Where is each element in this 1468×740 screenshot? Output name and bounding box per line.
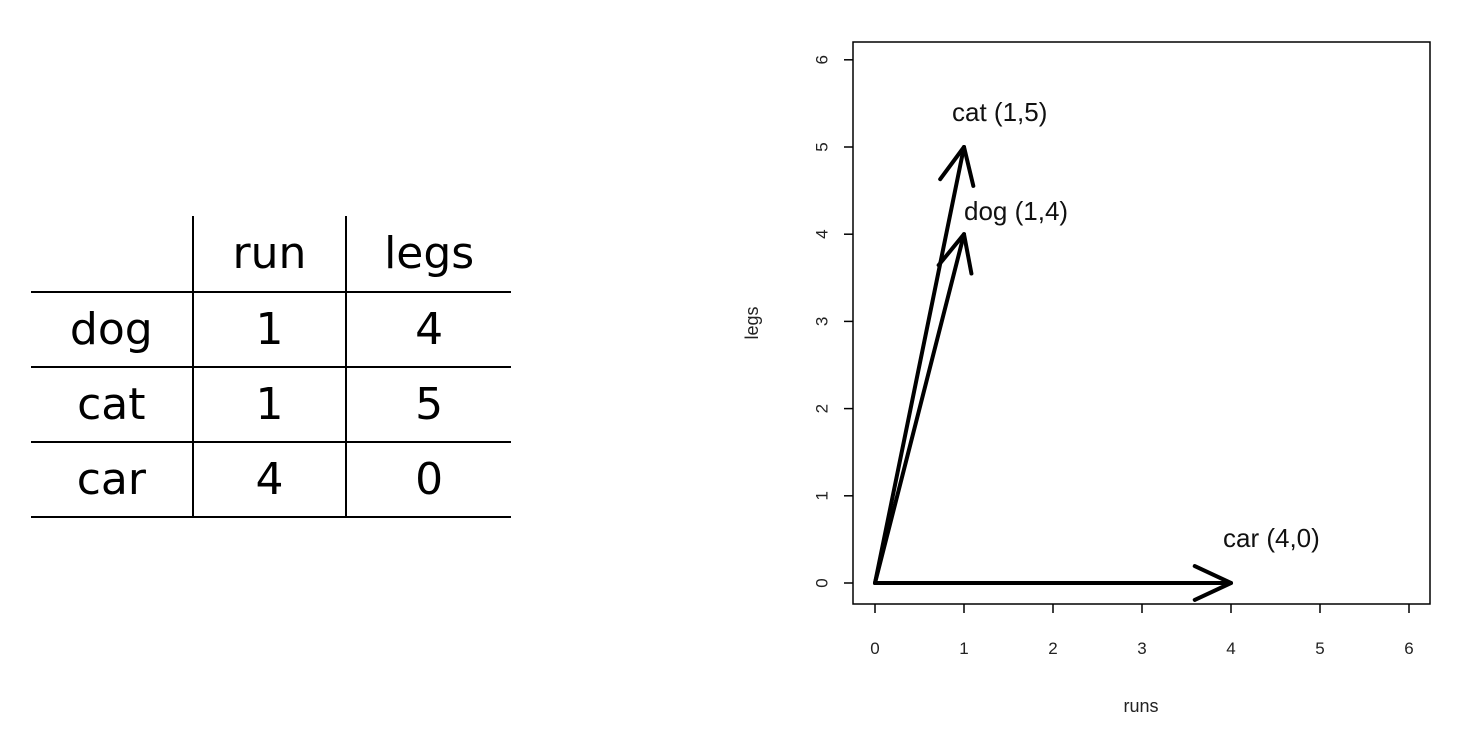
y-axis-title: legs — [742, 306, 762, 339]
vector-label: dog (1,4) — [964, 196, 1068, 226]
y-tick-label: 6 — [813, 55, 832, 64]
x-tick-label: 2 — [1048, 639, 1057, 658]
table-row: dog 1 4 — [31, 292, 511, 367]
x-tick-label: 4 — [1226, 639, 1235, 658]
x-tick-label: 3 — [1137, 639, 1146, 658]
vector-line — [873, 232, 966, 585]
y-tick-label: 2 — [813, 404, 832, 413]
row-legs-value: 4 — [415, 303, 444, 355]
y-tick-label: 0 — [813, 578, 832, 587]
row-run-value: 4 — [192, 442, 348, 517]
vector-label: cat (1,5) — [952, 97, 1047, 127]
x-tick-label: 6 — [1404, 639, 1413, 658]
row-legs-value: 0 — [415, 453, 444, 505]
row-label: car — [31, 442, 194, 517]
vector-arrowhead — [936, 232, 974, 276]
x-tick-label: 5 — [1315, 639, 1324, 658]
table-header-run: run — [192, 216, 348, 292]
vector-label: car (4,0) — [1223, 523, 1320, 553]
row-label: dog — [31, 292, 194, 367]
vectors-layer: cat (1,5) dog (1,4) car (4,0) — [873, 97, 1320, 602]
row-run-value: 1 — [192, 292, 348, 367]
x-tick-label: 0 — [870, 639, 879, 658]
vector-arrowhead — [1192, 564, 1233, 602]
table-header-row: run legs — [31, 216, 511, 292]
table-row: car 4 0 — [31, 442, 511, 517]
y-tick-label: 4 — [813, 229, 832, 238]
y-tick-label: 1 — [813, 491, 832, 500]
x-axis-title: runs — [1123, 696, 1158, 716]
table-header-legs: legs — [384, 227, 475, 279]
row-legs-value: 5 — [415, 378, 444, 430]
y-tick-label: 3 — [813, 317, 832, 326]
vector-arrowhead — [938, 145, 976, 188]
vector-line — [873, 145, 966, 585]
table-row: cat 1 5 — [31, 367, 511, 442]
row-run-value: 1 — [192, 367, 348, 442]
vector-table: run legs dog 1 4 cat 1 5 car 4 0 — [31, 216, 511, 518]
y-tick-label: 5 — [813, 142, 832, 151]
axis-ticks: 0 1 2 3 4 5 6 0 1 2 3 4 5 6 — [813, 55, 1414, 658]
x-tick-label: 1 — [959, 639, 968, 658]
row-label: cat — [31, 367, 194, 442]
table-header-blank — [31, 216, 194, 292]
